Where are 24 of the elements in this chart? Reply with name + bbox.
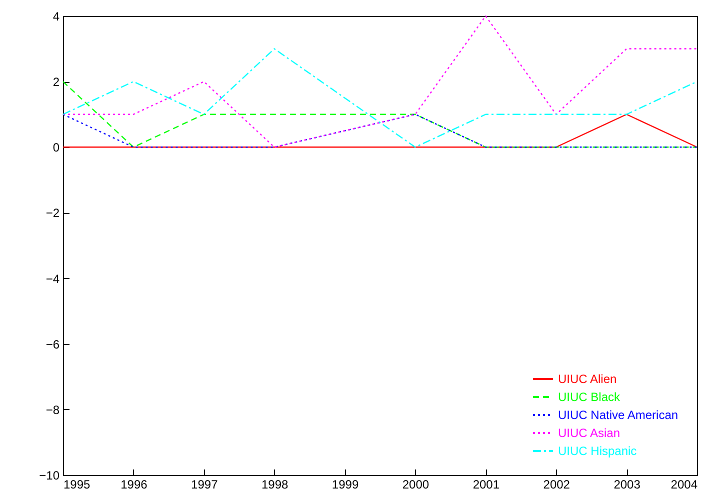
x-tick-label: 1998 — [261, 478, 289, 492]
x-tick-label: 1996 — [120, 478, 148, 492]
x-tick-label: 2001 — [472, 478, 500, 492]
x-tick-label: 1995 — [64, 478, 91, 492]
legend-label: UIUC Black — [558, 390, 622, 404]
y-tick-label: −2 — [46, 206, 60, 220]
y-tick-label: 2 — [52, 75, 60, 90]
y-tick-label: −6 — [46, 337, 60, 352]
legend-label: UIUC Asian — [558, 426, 620, 440]
x-tick-label: 2003 — [614, 478, 641, 492]
x-tick-label: 2002 — [543, 478, 570, 492]
line-series — [62, 15, 698, 148]
y-tick-label: −4 — [46, 272, 60, 286]
x-tick-label: 2000 — [402, 478, 430, 492]
y-tick-label: −10 — [39, 468, 60, 482]
x-tick-label: 2004 — [670, 478, 698, 492]
x-tick-label: 1997 — [191, 478, 218, 492]
y-tick-label: −8 — [46, 402, 60, 417]
x-tick-label: 1999 — [332, 478, 359, 492]
y-tick-label: 4 — [52, 10, 60, 24]
legend-label: UIUC Hispanic — [558, 444, 637, 458]
y-tick-label: 0 — [52, 140, 60, 155]
legend-label: UIUC Alien — [558, 372, 617, 386]
legend-label: UIUC Native American — [558, 408, 678, 422]
